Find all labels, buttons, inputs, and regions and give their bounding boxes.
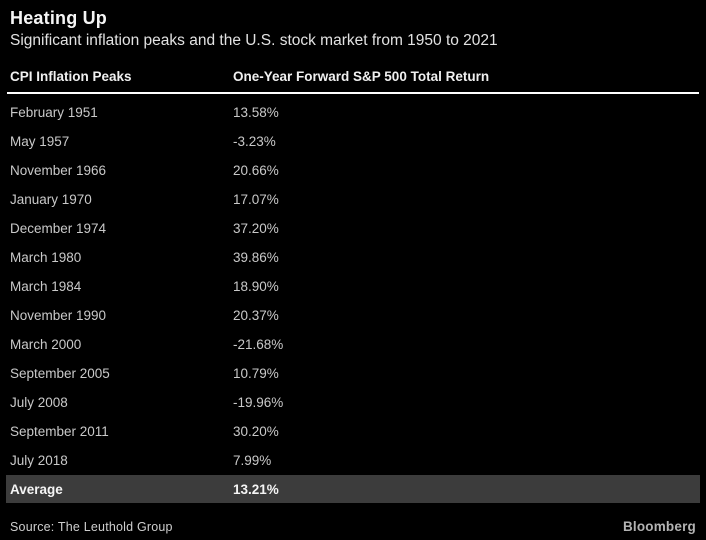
table-row: March 1980 39.86% xyxy=(0,243,706,272)
table-row: September 2011 30.20% xyxy=(0,417,706,446)
page-subtitle: Significant inflation peaks and the U.S.… xyxy=(10,32,498,49)
return-value-cell: 7.99% xyxy=(233,453,272,468)
column-header-return: One-Year Forward S&P 500 Total Return xyxy=(233,69,490,84)
return-value-cell: -21.68% xyxy=(233,337,284,352)
peak-date-cell: January 1970 xyxy=(10,192,92,207)
page-title: Heating Up xyxy=(10,8,108,28)
peak-date-cell: September 2011 xyxy=(10,424,109,439)
table-row: March 1984 18.90% xyxy=(0,272,706,301)
average-row: Average 13.21% xyxy=(6,475,700,503)
return-value-cell: -3.23% xyxy=(233,134,276,149)
return-value-cell: -19.96% xyxy=(233,395,284,410)
return-value-cell: 13.58% xyxy=(233,105,279,120)
table-row: February 1951 13.58% xyxy=(0,98,706,127)
table-body: February 1951 13.58% May 1957 -3.23% Novembe… xyxy=(0,98,706,475)
table-row: November 1966 20.66% xyxy=(0,156,706,185)
peak-date-cell: July 2018 xyxy=(10,453,68,468)
return-value-cell: 20.37% xyxy=(233,308,279,323)
table-header-row: CPI Inflation Peaks One-Year Forward S&P… xyxy=(7,63,699,94)
source-text: Source: The Leuthold Group xyxy=(10,519,173,534)
peak-date-cell: November 1990 xyxy=(10,308,107,323)
return-value-cell: 10.79% xyxy=(233,366,279,381)
table-row: March 2000 -21.68% xyxy=(0,330,706,359)
return-value-cell: 17.07% xyxy=(233,192,279,207)
column-header-peaks: CPI Inflation Peaks xyxy=(10,69,132,84)
footer: Source: The Leuthold Group Bloomberg xyxy=(0,519,706,534)
peak-date-cell: March 1980 xyxy=(10,250,82,265)
inflation-table: CPI Inflation Peaks One-Year Forward S&P… xyxy=(0,63,706,503)
table-row: November 1990 20.37% xyxy=(0,301,706,330)
return-value-cell: 20.66% xyxy=(233,163,279,178)
average-label: Average xyxy=(10,481,63,497)
peak-date-cell: March 2000 xyxy=(10,337,82,352)
table-row: January 1970 17.07% xyxy=(0,185,706,214)
bloomberg-logo: Bloomberg xyxy=(622,519,696,534)
peak-date-cell: December 1974 xyxy=(10,221,107,236)
peak-date-cell: May 1957 xyxy=(10,134,70,149)
peak-date-cell: September 2005 xyxy=(10,366,110,381)
average-value: 13.21% xyxy=(233,481,279,497)
table-row: July 2018 7.99% xyxy=(0,446,706,475)
table-row: September 2005 10.79% xyxy=(0,359,706,388)
return-value-cell: 30.20% xyxy=(233,424,279,439)
return-value-cell: 37.20% xyxy=(233,221,279,236)
table-row: December 1974 37.20% xyxy=(0,214,706,243)
table-row: May 1957 -3.23% xyxy=(0,127,706,156)
peak-date-cell: November 1966 xyxy=(10,163,107,178)
peak-date-cell: March 1984 xyxy=(10,279,82,294)
peak-date-cell: July 2008 xyxy=(10,395,68,410)
peak-date-cell: February 1951 xyxy=(10,105,98,120)
return-value-cell: 18.90% xyxy=(233,279,279,294)
table-row: July 2008 -19.96% xyxy=(0,388,706,417)
return-value-cell: 39.86% xyxy=(233,250,279,265)
